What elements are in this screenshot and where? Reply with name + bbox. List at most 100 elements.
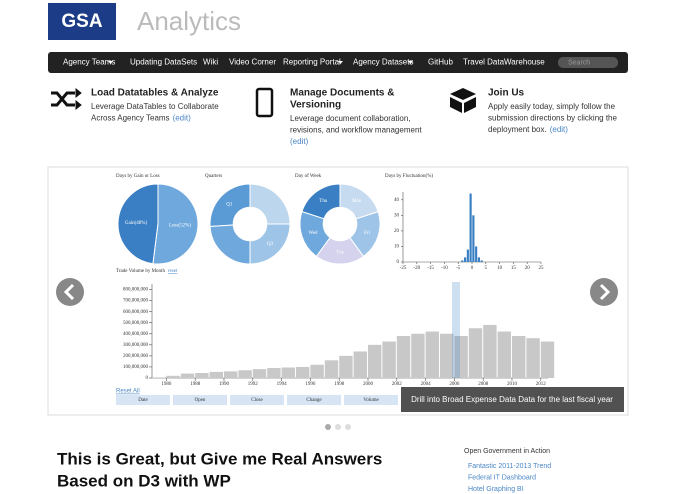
volume-bar[interactable]	[324, 360, 339, 378]
volume-bar[interactable]	[238, 370, 252, 378]
volume-bar[interactable]	[368, 344, 382, 378]
hist-bar[interactable]	[461, 260, 464, 262]
column-header[interactable]: Date	[138, 398, 148, 403]
caret	[408, 61, 413, 64]
x-tick-label: 2004	[421, 382, 432, 387]
pie-slice[interactable]	[339, 183, 379, 220]
volume-bar[interactable]	[296, 366, 310, 378]
volume-bar[interactable]	[382, 341, 396, 378]
x-tick-label: 10	[497, 266, 503, 271]
hist-bar[interactable]	[480, 260, 483, 262]
dot[interactable]	[345, 424, 351, 430]
y-tick-label: 400,000,000	[123, 332, 149, 337]
volume-bar[interactable]	[440, 333, 454, 378]
volume-bar[interactable]	[281, 367, 295, 378]
brush[interactable]	[452, 282, 460, 378]
y-tick-label: 200,000,000	[123, 354, 149, 359]
volume-bar[interactable]	[483, 324, 497, 378]
pie-slice[interactable]	[152, 183, 199, 265]
nav-item[interactable]: Agency Teams	[63, 58, 115, 67]
sidebar-link[interactable]: Federal IT Dashboard	[468, 474, 536, 481]
next-button[interactable]	[590, 278, 618, 306]
volume-bar[interactable]	[339, 355, 353, 378]
volume-bar[interactable]	[411, 333, 425, 378]
hist-bar[interactable]	[475, 246, 478, 262]
slice-label: Mon	[352, 199, 362, 204]
edit-link[interactable]: (edit)	[173, 114, 192, 123]
volume-bar[interactable]	[252, 369, 267, 378]
hist-bar[interactable]	[464, 257, 467, 262]
volume-bar[interactable]	[540, 341, 555, 378]
hist-bar[interactable]	[466, 249, 469, 262]
hist-bar[interactable]	[472, 215, 475, 262]
x-tick-label: 2002	[392, 382, 403, 387]
y-tick-label: 40	[394, 198, 400, 203]
nav-item[interactable]: Agency Datasets	[353, 58, 413, 67]
edit-link[interactable]: (edit)	[290, 137, 309, 146]
y-tick-label: 20	[394, 229, 400, 234]
pie-slice[interactable]	[117, 183, 159, 265]
x-tick-label: 1992	[248, 382, 259, 387]
volume-bar[interactable]	[425, 331, 439, 378]
feature-text: Across Agency Teams	[91, 114, 170, 123]
x-tick-label: -5	[456, 266, 461, 271]
nav-item[interactable]: Reporting Portal	[283, 58, 341, 67]
column-header[interactable]: Open	[195, 398, 206, 403]
volume-bar[interactable]	[526, 338, 540, 378]
column-header[interactable]: Change	[306, 398, 322, 403]
feature-title: Join Us	[488, 88, 525, 99]
prev-button[interactable]	[56, 278, 84, 306]
x-tick-label: 1988	[190, 382, 201, 387]
logo-box	[48, 3, 116, 40]
nav-item[interactable]: Wiki	[203, 58, 218, 67]
volume-bar[interactable]	[353, 351, 367, 378]
dot[interactable]	[335, 424, 341, 430]
volume-bar[interactable]	[180, 373, 195, 378]
search-box[interactable]	[558, 57, 618, 68]
chart-title: Days by Fluctuation(%)	[385, 174, 433, 179]
feature-text: Leverage document collaboration,	[290, 114, 411, 123]
prev-arrow	[63, 283, 75, 301]
volume-bar[interactable]	[166, 375, 180, 378]
nav-item[interactable]: Updating DataSets	[130, 58, 197, 67]
feature-text: Apply easily today, simply follow the	[488, 102, 616, 111]
y-tick-label: 300,000,000	[123, 343, 149, 348]
edit-link[interactable]: (edit)	[550, 125, 569, 134]
sidebar-link[interactable]: Hotel Graphing BI	[468, 486, 524, 493]
volume-bar[interactable]	[310, 364, 324, 378]
feature-text: deployment box.	[488, 125, 547, 134]
search-placeholder: Search	[568, 59, 590, 66]
volume-bar[interactable]	[195, 373, 209, 378]
volume-bar[interactable]	[267, 368, 281, 378]
hist-bar[interactable]	[469, 193, 472, 262]
volume-bar[interactable]	[224, 371, 238, 378]
x-tick-label: -20	[413, 266, 420, 271]
volume-bar[interactable]	[454, 335, 468, 378]
nav-item[interactable]: Travel DataWarehouse	[463, 58, 545, 67]
volume-bar[interactable]	[152, 377, 166, 378]
caret	[338, 61, 343, 64]
x-tick-label: 1998	[334, 382, 345, 387]
sidebar-link[interactable]: Fantastic 2011-2013 Trend	[468, 463, 551, 470]
feature-title: Load Datatables & Analyze	[91, 88, 219, 99]
reset-all[interactable]: Reset All	[116, 389, 140, 395]
column-header[interactable]: Close	[251, 398, 263, 403]
nav-item[interactable]: Video Corner	[229, 58, 276, 67]
slice-label: Thu	[319, 199, 328, 204]
x-tick-label: -25	[400, 266, 407, 271]
volume-bar[interactable]	[396, 335, 411, 378]
volume-bar[interactable]	[512, 335, 526, 378]
x-tick-label: 1996	[305, 382, 316, 387]
nav-item[interactable]: GitHub	[428, 58, 453, 67]
pie-slice[interactable]	[249, 183, 291, 225]
column-header[interactable]: Volume	[363, 398, 379, 403]
dot[interactable]	[325, 424, 331, 430]
shuffle-icon	[51, 87, 82, 111]
hist-bar[interactable]	[477, 257, 480, 262]
volume-bar[interactable]	[497, 331, 511, 378]
reset-link[interactable]: reset	[168, 269, 178, 274]
volume-bar[interactable]	[209, 371, 223, 378]
volume-bar[interactable]	[468, 328, 483, 378]
site-title: Analytics	[137, 6, 241, 36]
x-tick-label: 1986	[161, 382, 172, 387]
